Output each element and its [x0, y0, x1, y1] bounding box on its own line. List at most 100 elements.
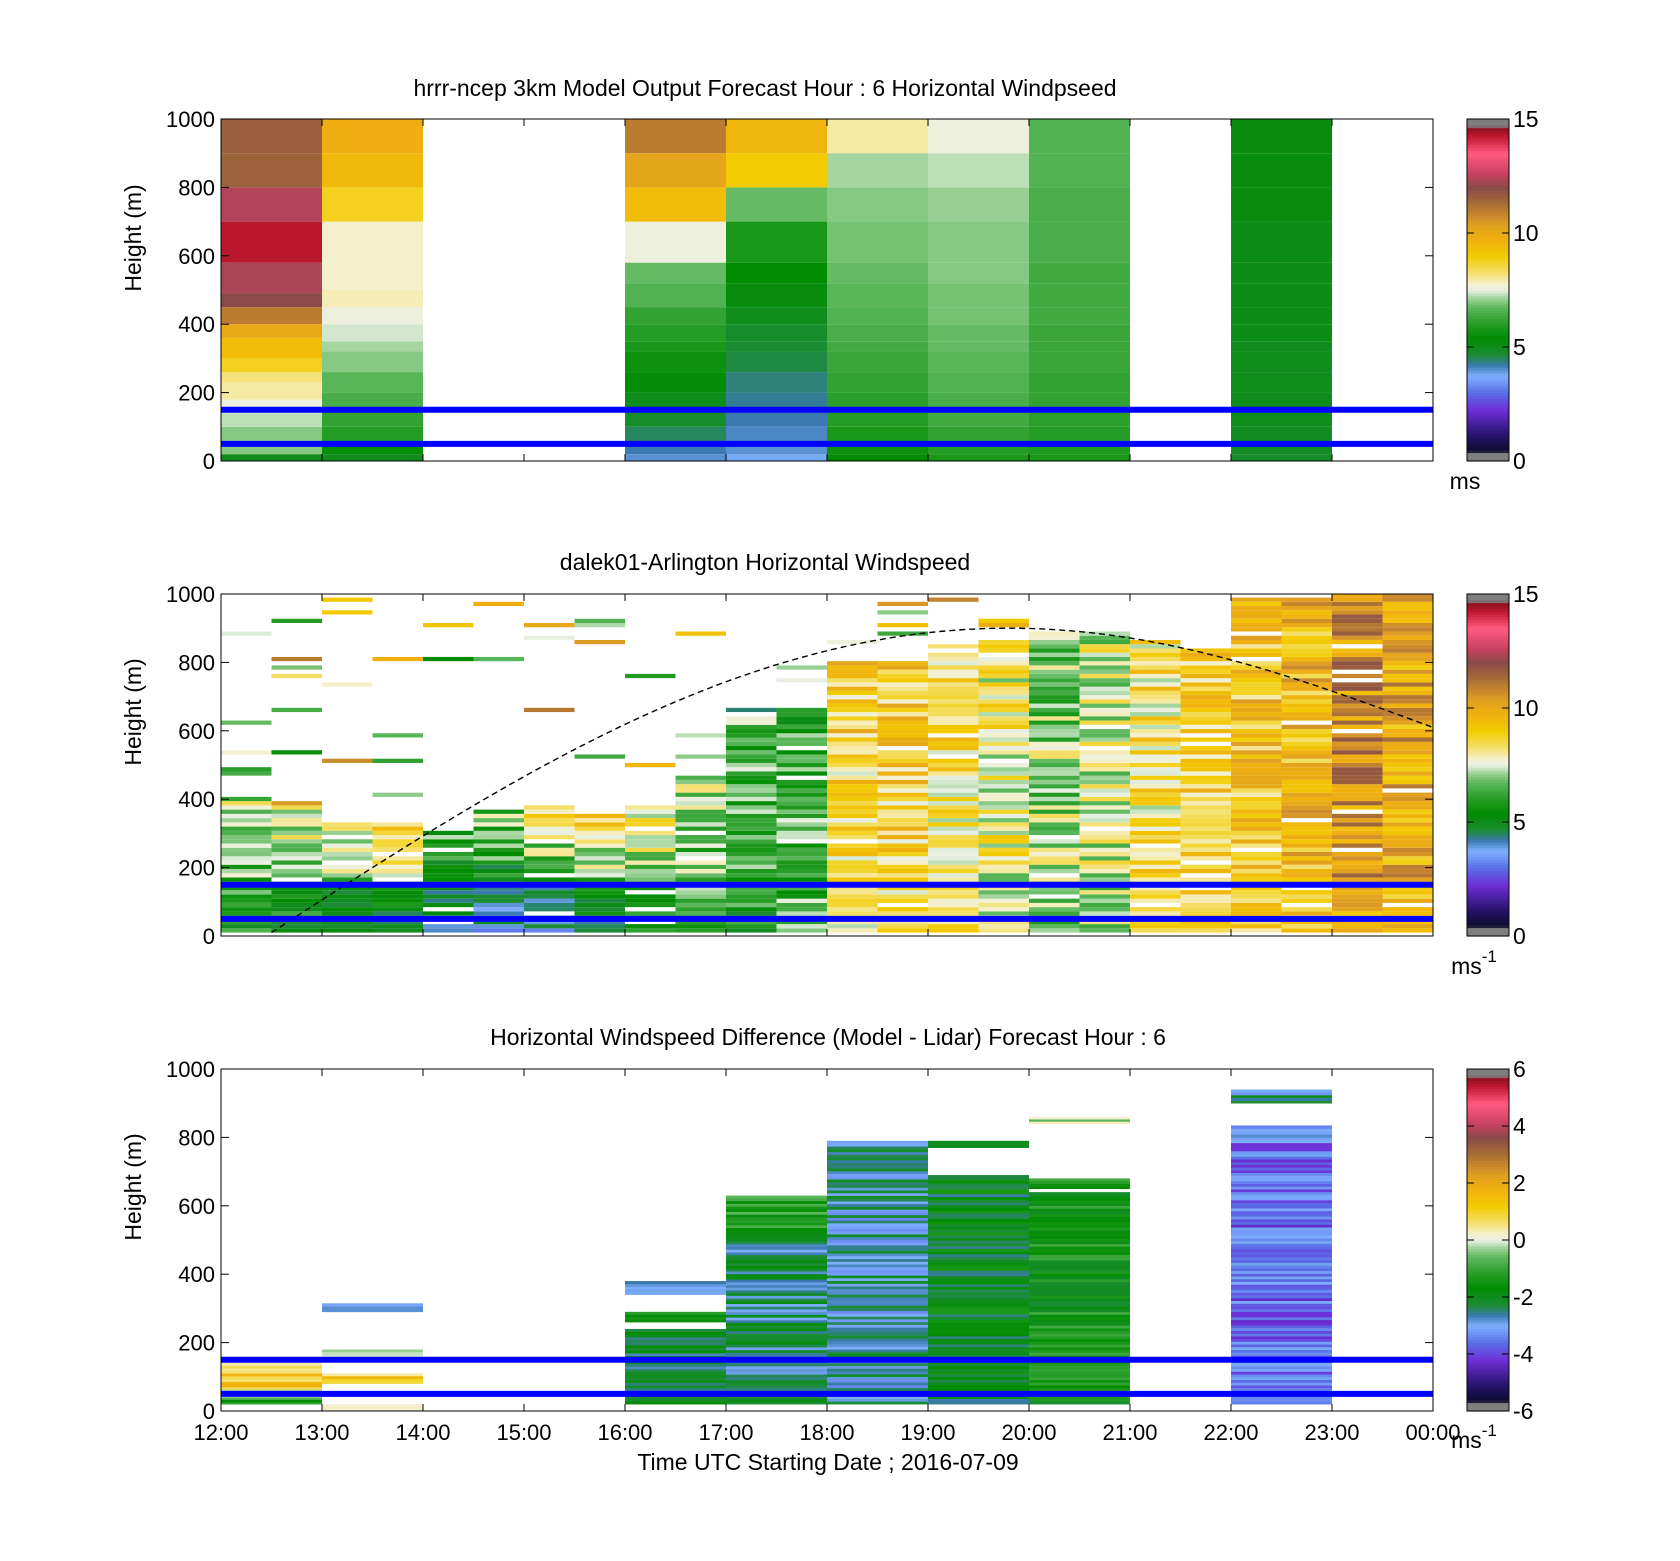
colorbar-swatch [1467, 1359, 1509, 1364]
colorbar-swatch [1467, 241, 1509, 245]
lidar-cell [928, 885, 979, 891]
lidar-cell [978, 796, 1029, 802]
lidar-cell [928, 673, 979, 679]
model-colorbar-unit: ms [1450, 468, 1481, 494]
lidar-cell [1180, 652, 1231, 657]
lidar-cell [1130, 644, 1181, 649]
colorbar-swatch [1467, 602, 1509, 606]
colorbar-swatch [1467, 739, 1509, 743]
lidar-cell [1079, 856, 1130, 861]
lidar-cell [1382, 729, 1433, 734]
diff-cell [928, 1376, 1029, 1380]
lidar-cell [776, 805, 827, 810]
colorbar-swatch [1467, 1145, 1509, 1150]
colorbar-swatch [1467, 876, 1509, 880]
diff-cell [1231, 1311, 1332, 1315]
colorbar-swatch [1467, 1114, 1509, 1119]
colorbar-swatch [1467, 1111, 1509, 1116]
lidar-cell [271, 805, 322, 810]
lidar-cell [1029, 890, 1080, 895]
diff-cell [1029, 1281, 1130, 1285]
diff-cell [221, 1387, 322, 1390]
colorbar-swatch [1467, 1305, 1509, 1309]
lidar-cell [1332, 852, 1383, 857]
lidar-cell [1231, 644, 1282, 649]
lidar-cell [574, 839, 625, 844]
lidar-cell [221, 847, 272, 853]
lidar-cell [524, 830, 575, 836]
colorbar-swatch [1467, 1183, 1509, 1187]
lidar-cell [928, 729, 979, 734]
colorbar-swatch [1467, 1391, 1509, 1395]
colorbar-swatch [1467, 770, 1509, 775]
lidar-cell [1231, 809, 1282, 814]
diff-cell [1231, 1210, 1332, 1214]
lidar-cell [978, 724, 1029, 730]
lidar-cell [574, 898, 625, 903]
lidar-cell [928, 796, 979, 802]
colorbar-swatch [1467, 1279, 1509, 1284]
lidar-cell [1029, 720, 1080, 725]
y-tick-label: 0 [203, 1399, 215, 1424]
lidar-cell [322, 873, 373, 878]
colorbar-swatch [1467, 1368, 1509, 1372]
model-cell [625, 426, 726, 444]
colorbar-swatch [1467, 611, 1509, 615]
lidar-cell [1231, 610, 1282, 615]
colorbar-swatch [1467, 1234, 1509, 1238]
lidar-cell [1231, 678, 1282, 683]
lidar-cell [978, 860, 1029, 865]
colorbar-swatch [1467, 315, 1509, 320]
lidar-cell [675, 894, 726, 899]
diff-cell [625, 1350, 726, 1354]
lidar-cell [1382, 877, 1433, 882]
lidar-cell [473, 847, 524, 853]
colorbar-swatch [1467, 1126, 1509, 1130]
lidar-cell [524, 885, 575, 891]
lidar-cell [877, 813, 928, 819]
lidar-cell [1332, 652, 1383, 657]
diff-cell [1029, 1183, 1130, 1187]
lidar-cell [877, 860, 928, 865]
lidar-cell [1382, 924, 1433, 929]
lidar-cell [675, 847, 726, 853]
colorbar-swatch [1467, 1345, 1509, 1349]
diff-cell [928, 1303, 1029, 1307]
diff-cell [1029, 1382, 1130, 1386]
lidar-cell [1029, 661, 1080, 666]
lidar-cell [221, 894, 272, 899]
colorbar-swatch [1467, 409, 1509, 414]
lidar-cell [574, 818, 625, 823]
diff-cell [928, 1215, 1029, 1219]
lidar-cell [524, 919, 575, 925]
lidar-cell [221, 907, 272, 912]
lidar-cell [978, 907, 1029, 912]
colorbar-swatch [1467, 213, 1509, 217]
lidar-cell [1130, 890, 1181, 895]
colorbar-swatch [1467, 867, 1509, 872]
lidar-cell [726, 745, 777, 751]
model-cell [1231, 283, 1332, 308]
lidar-cell [1029, 847, 1080, 853]
lidar-cell [524, 818, 575, 823]
model-cell [1029, 341, 1130, 352]
colorbar-swatch [1467, 267, 1509, 271]
lidar-cell [1029, 669, 1080, 674]
diff-cell [1029, 1387, 1130, 1391]
lidar-cell [1180, 758, 1231, 763]
model-cell [625, 187, 726, 222]
lidar-cell [473, 911, 524, 916]
diff-cell [827, 1261, 928, 1265]
lidar-cell [271, 822, 322, 827]
model-cell [625, 443, 726, 455]
lidar-cell [1332, 716, 1383, 721]
lidar-cell [776, 771, 827, 776]
lidar-cell [978, 852, 1029, 857]
lidar-cell [1079, 682, 1130, 687]
diff-cell [928, 1248, 1029, 1252]
lidar-cell [1281, 767, 1332, 772]
diff-cell [625, 1319, 726, 1323]
lidar-cell [1382, 890, 1433, 895]
colorbar-swatch [1467, 636, 1509, 641]
